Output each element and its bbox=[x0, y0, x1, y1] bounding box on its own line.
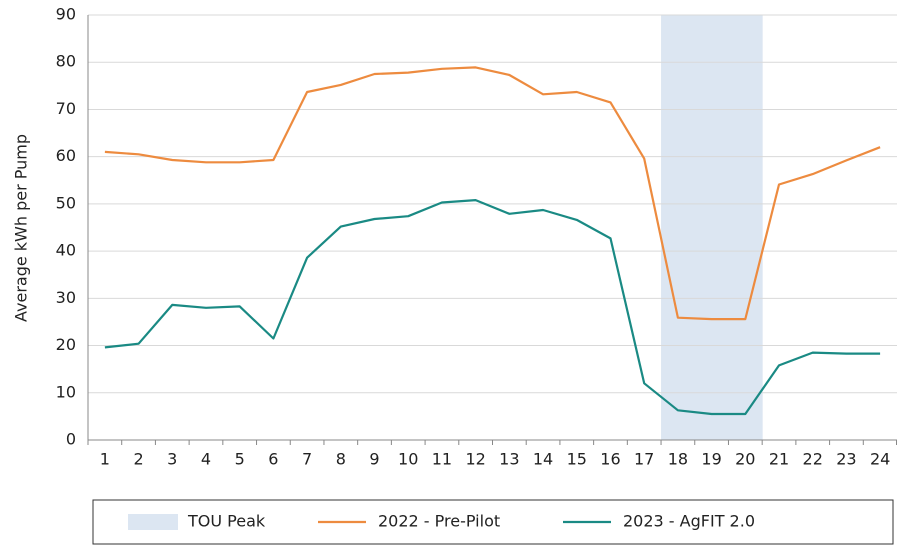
legend-label: 2022 - Pre-Pilot bbox=[378, 512, 500, 531]
series-line bbox=[104, 199, 881, 416]
x-tick-label: 7 bbox=[302, 450, 312, 469]
marks bbox=[104, 66, 881, 416]
y-tick-label: 0 bbox=[66, 430, 76, 449]
x-tick-label: 17 bbox=[634, 450, 654, 469]
x-tick-label: 14 bbox=[533, 450, 553, 469]
y-tick-label: 20 bbox=[56, 335, 76, 354]
legend-label: 2023 - AgFIT 2.0 bbox=[623, 512, 755, 531]
legend-box bbox=[92, 499, 894, 545]
y-axis-label: Average kWh per Pump bbox=[12, 134, 31, 322]
x-tick-label: 5 bbox=[235, 450, 245, 469]
x-tick-label: 20 bbox=[735, 450, 755, 469]
y-tick-label: 40 bbox=[56, 241, 76, 260]
x-tick-label: 13 bbox=[499, 450, 519, 469]
y-tick-label: 70 bbox=[56, 99, 76, 118]
x-tick-label: 4 bbox=[201, 450, 211, 469]
x-tick-label: 3 bbox=[167, 450, 177, 469]
x-tick-label: 10 bbox=[398, 450, 418, 469]
y-tick-label: 60 bbox=[56, 146, 76, 165]
x-tick-label: 22 bbox=[803, 450, 823, 469]
x-tick-label: 21 bbox=[769, 450, 789, 469]
x-tick-label: 8 bbox=[336, 450, 346, 469]
y-tick-label: 90 bbox=[56, 5, 76, 24]
x-tick-label: 15 bbox=[567, 450, 587, 469]
peak-band bbox=[694, 15, 729, 440]
y-tick-label: 80 bbox=[56, 52, 76, 71]
x-tick-label: 6 bbox=[268, 450, 278, 469]
grid bbox=[87, 14, 897, 445]
plot-background bbox=[661, 15, 763, 440]
x-tick-label: 18 bbox=[668, 450, 688, 469]
peak-band bbox=[728, 15, 763, 440]
legend-swatch bbox=[128, 514, 178, 530]
x-tick-label: 16 bbox=[600, 450, 620, 469]
peak-band bbox=[661, 15, 696, 440]
x-tick-label: 12 bbox=[465, 450, 485, 469]
y-tick-label: 50 bbox=[56, 193, 76, 212]
x-tick-label: 11 bbox=[432, 450, 452, 469]
x-tick-label: 23 bbox=[836, 450, 856, 469]
legend: TOU Peak 2022 - Pre-Pilot 2023 - AgFIT 2.0 bbox=[92, 499, 894, 545]
x-tick-label: 2 bbox=[133, 450, 143, 469]
y-tick-label: 30 bbox=[56, 288, 76, 307]
x-tick-label: 9 bbox=[369, 450, 379, 469]
x-tick-label: 24 bbox=[870, 450, 890, 469]
series-line bbox=[104, 66, 881, 321]
x-tick-label: 1 bbox=[100, 450, 110, 469]
y-tick-label: 10 bbox=[56, 382, 76, 401]
legend-label: TOU Peak bbox=[187, 512, 266, 531]
x-tick-label: 19 bbox=[701, 450, 721, 469]
